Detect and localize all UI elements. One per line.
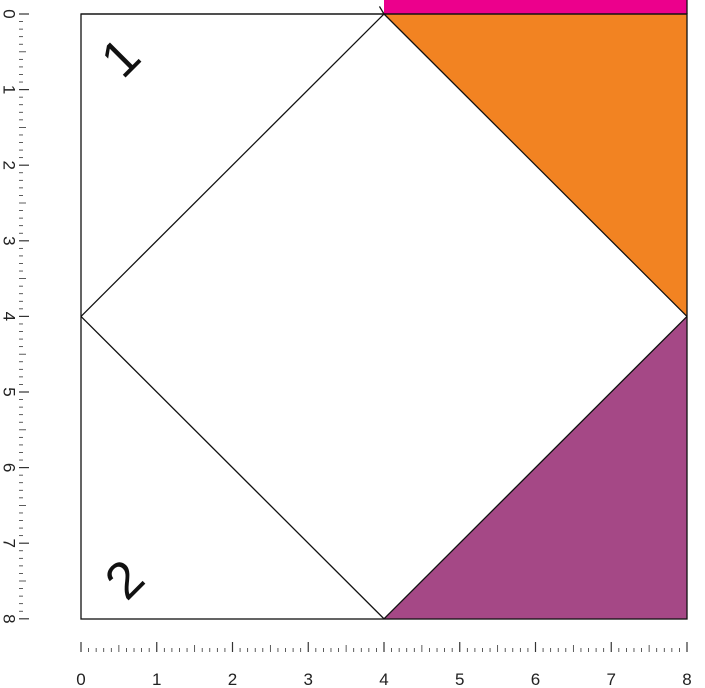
y-axis-ruler: 0 1 2 3 4 5 6 7 8 <box>0 9 29 624</box>
diamond-edge-top-left <box>80 13 385 317</box>
y-tick-label: 8 <box>0 614 19 623</box>
diamond-edge-bottom-left <box>80 315 385 620</box>
diamond-edge-bottom-right <box>383 315 688 620</box>
x-tick-label: 1 <box>152 670 161 688</box>
x-tick-label: 4 <box>379 670 388 688</box>
y-tick-label: 5 <box>0 387 19 396</box>
x-tick-label: 2 <box>228 670 237 688</box>
x-axis-ruler: 0 1 2 3 4 5 6 7 8 <box>76 642 692 688</box>
x-tick-label: 6 <box>531 670 540 688</box>
y-tick-label: 0 <box>0 9 19 18</box>
top-right-magenta-strip <box>384 0 687 14</box>
x-tick-label: 5 <box>455 670 464 688</box>
x-tick-label: 8 <box>682 670 691 688</box>
x-tick-label: 0 <box>76 670 85 688</box>
y-tick-label: 4 <box>0 312 19 321</box>
x-tick-label: 3 <box>304 670 313 688</box>
y-tick-label: 6 <box>0 463 19 472</box>
y-tick-label: 3 <box>0 236 19 245</box>
y-tick-label: 1 <box>0 85 19 94</box>
block-lines <box>80 6 688 620</box>
y-tick-label: 7 <box>0 538 19 547</box>
top-edge-extension <box>378 6 385 15</box>
diamond-edge-top-right <box>383 13 688 317</box>
x-tick-label: 7 <box>607 670 616 688</box>
y-tick-label: 2 <box>0 160 19 169</box>
